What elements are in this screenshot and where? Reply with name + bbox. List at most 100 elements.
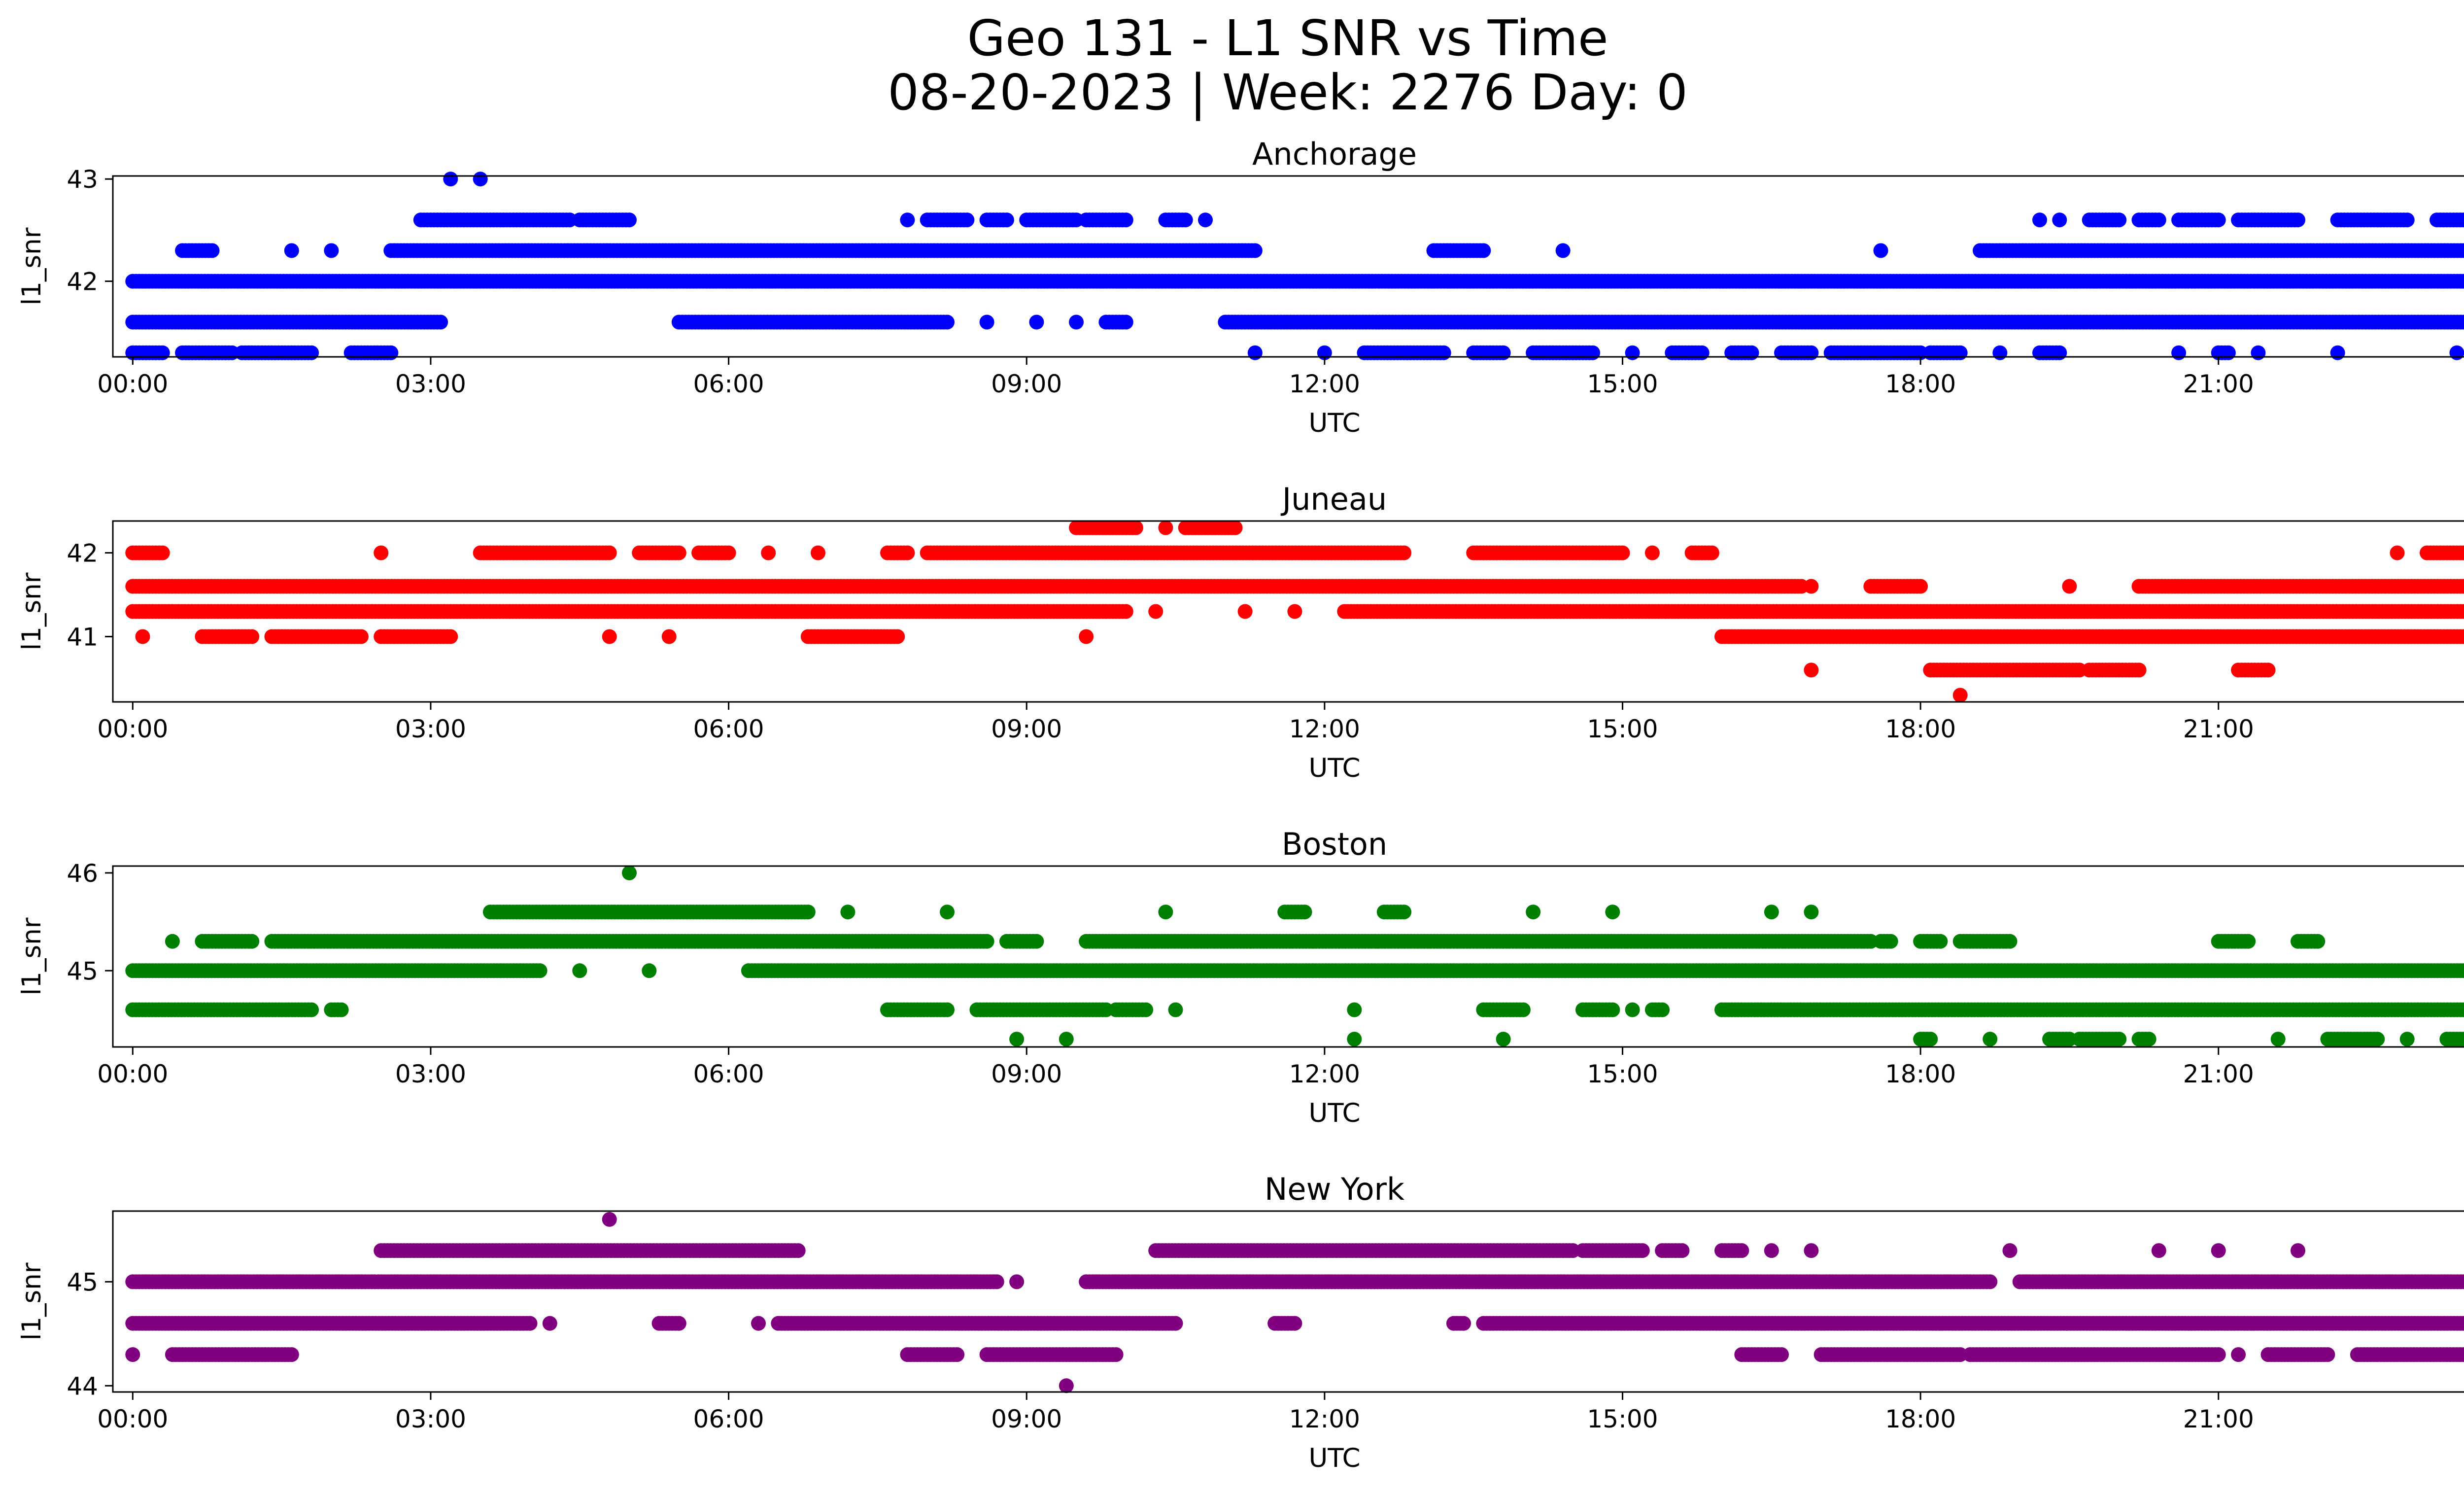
panel-2-point <box>1952 688 1968 703</box>
panel-1-point <box>999 212 1014 228</box>
panel-1-x-tick-label: 18:00 <box>1885 370 1956 398</box>
panel-2-point <box>2131 662 2147 678</box>
panel-2-point <box>2062 579 2077 594</box>
panel-2-point <box>761 545 776 560</box>
panel-2-point <box>155 545 170 560</box>
panel-2-point <box>244 629 260 644</box>
panel-1-point <box>1625 345 1640 360</box>
panel-1-x-tick-label: 06:00 <box>693 370 764 398</box>
panel-1-point <box>1585 345 1600 360</box>
panel-1-x-tick-label: 00:00 <box>97 370 168 398</box>
panel-1-x-tick-label: 15:00 <box>1587 370 1658 398</box>
panel-1-point <box>2052 212 2067 228</box>
panel-2-point <box>353 629 369 644</box>
panel-1-point <box>1436 345 1451 360</box>
panel-3-point <box>622 865 637 880</box>
panel-2-x-tick-label: 09:00 <box>991 715 1062 743</box>
panel-3-point <box>1297 904 1312 920</box>
panel-2-point <box>1397 545 1412 560</box>
panel-3-point <box>1158 904 1173 920</box>
panel-1-point <box>1247 243 1263 258</box>
panel-2-x-tick-label: 06:00 <box>693 715 764 743</box>
panel-2-point <box>1804 579 1819 594</box>
panel-2-point <box>890 629 905 644</box>
panel-3-point <box>1804 904 1819 920</box>
panel-2-point <box>443 629 458 644</box>
panel-2-x-tick-label: 03:00 <box>395 715 466 743</box>
panel-1-point <box>1952 345 1968 360</box>
panel-3-point <box>1397 904 1412 920</box>
panel-1-y-tick-label: 43 <box>67 165 98 194</box>
panel-1-point <box>1804 345 1819 360</box>
panel-1-point <box>1247 345 1263 360</box>
panel-2-point <box>1079 629 1094 644</box>
panel-1-point <box>205 243 220 258</box>
panel-1-point <box>433 314 448 330</box>
panel-1-point <box>2251 345 2266 360</box>
panel-3-point <box>940 904 955 920</box>
panel-3-point <box>979 934 994 949</box>
figure-subtitle: 08-20-2023 | Week: 2276 Day: 0 <box>888 64 1688 121</box>
panel-3-markers <box>125 865 2464 1047</box>
panel-1-point <box>2460 315 2464 329</box>
panel-3-point <box>1764 904 1779 920</box>
panel-3-point <box>2310 934 2326 949</box>
panel-1-point <box>2052 345 2067 360</box>
panel-1-y-tick-label: 42 <box>67 268 98 296</box>
panel-1-point <box>979 314 994 330</box>
panel-2-y-tick-label: 41 <box>67 623 98 651</box>
panel-2-x-tick-label: 21:00 <box>2183 715 2254 743</box>
panel-1-point <box>2151 212 2166 228</box>
panel-1-point <box>473 172 488 187</box>
panel-2-point <box>1128 520 1143 535</box>
panel-1-point <box>2460 275 2464 288</box>
panel-2-x-tick-label: 18:00 <box>1885 715 1956 743</box>
panel-3-point <box>1933 934 1948 949</box>
panel-2-point <box>1158 520 1173 535</box>
panel-1-point <box>2221 345 2236 360</box>
figure-title: Geo 131 - L1 SNR vs Time <box>967 9 1608 67</box>
panel-1-point <box>2330 345 2345 360</box>
panel-3-point <box>800 904 816 920</box>
panel-1-markers <box>125 172 2464 360</box>
panel-3-point <box>2002 934 2018 949</box>
panel-1-x-tick-label: 09:00 <box>991 370 1062 398</box>
panel-2-y-axis-label: l1_snr <box>17 572 47 650</box>
panel-1-point <box>1198 212 1213 228</box>
panel-1-point <box>2171 345 2187 360</box>
panel-2-point <box>1148 604 1164 619</box>
panel-1-x-tick-label: 12:00 <box>1289 370 1360 398</box>
panel-2-point <box>1228 520 1243 535</box>
panel-2-x-tick-label: 00:00 <box>97 715 168 743</box>
panel-1-point <box>622 212 637 228</box>
panel-2-title: Juneau <box>1280 481 1387 517</box>
panel-2-point <box>661 629 677 644</box>
panel-1-point <box>1029 314 1044 330</box>
panel-1-point <box>1873 243 1888 258</box>
panel-1-point <box>1744 345 1759 360</box>
panel-1-point <box>2112 212 2127 228</box>
panel-2-point <box>900 545 915 560</box>
panel-1-point <box>1069 314 1084 330</box>
panel-2-point <box>811 545 825 560</box>
panel-1-y-axis-label: l1_snr <box>17 227 47 305</box>
panel-1-point <box>1694 345 1710 360</box>
panel-1-point <box>2459 213 2464 227</box>
panel-2-point <box>1237 604 1253 619</box>
panel-3-point <box>244 934 260 949</box>
panel-1-point <box>383 345 399 360</box>
panel-1-x-axis-label: UTC <box>1308 408 1360 438</box>
panel-1-point <box>1555 243 1571 258</box>
panel-1-point <box>2399 212 2415 228</box>
panel-2-point <box>602 629 617 644</box>
panel-1-title: Anchorage <box>1252 136 1417 172</box>
panel-3-point <box>840 904 856 920</box>
panel-2-x-tick-label: 12:00 <box>1289 715 1360 743</box>
panel-1-point <box>2463 215 2464 224</box>
panel-1-point <box>2449 345 2464 360</box>
panel-2-point <box>721 545 736 560</box>
